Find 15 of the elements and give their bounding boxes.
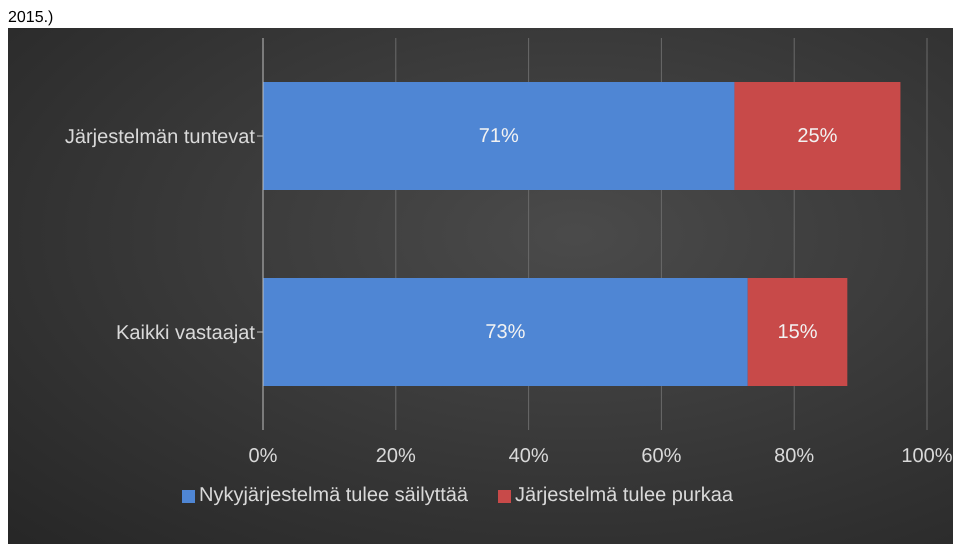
data-label: 71% xyxy=(478,125,519,147)
x-tick-label: 40% xyxy=(508,445,549,468)
y-tick-label: Järjestelmän tuntevat xyxy=(64,126,256,148)
x-tick-label: 0% xyxy=(248,445,278,468)
legend-label: Järjestelmä tulee purkaa xyxy=(515,484,733,506)
data-label: 25% xyxy=(797,125,838,147)
legend-label: Nykyjärjestelmä tulee säilyttää xyxy=(199,484,468,506)
y-tick-label: Kaikki vastaajat xyxy=(116,322,256,344)
x-tick-label: 100% xyxy=(901,445,953,468)
data-label: 15% xyxy=(778,321,818,343)
data-label: 73% xyxy=(485,321,526,343)
text: 2015.) xyxy=(8,8,54,28)
x-tick-label: 60% xyxy=(641,445,682,468)
x-tick-label: 80% xyxy=(774,445,814,468)
x-tick-label: 20% xyxy=(376,445,416,468)
